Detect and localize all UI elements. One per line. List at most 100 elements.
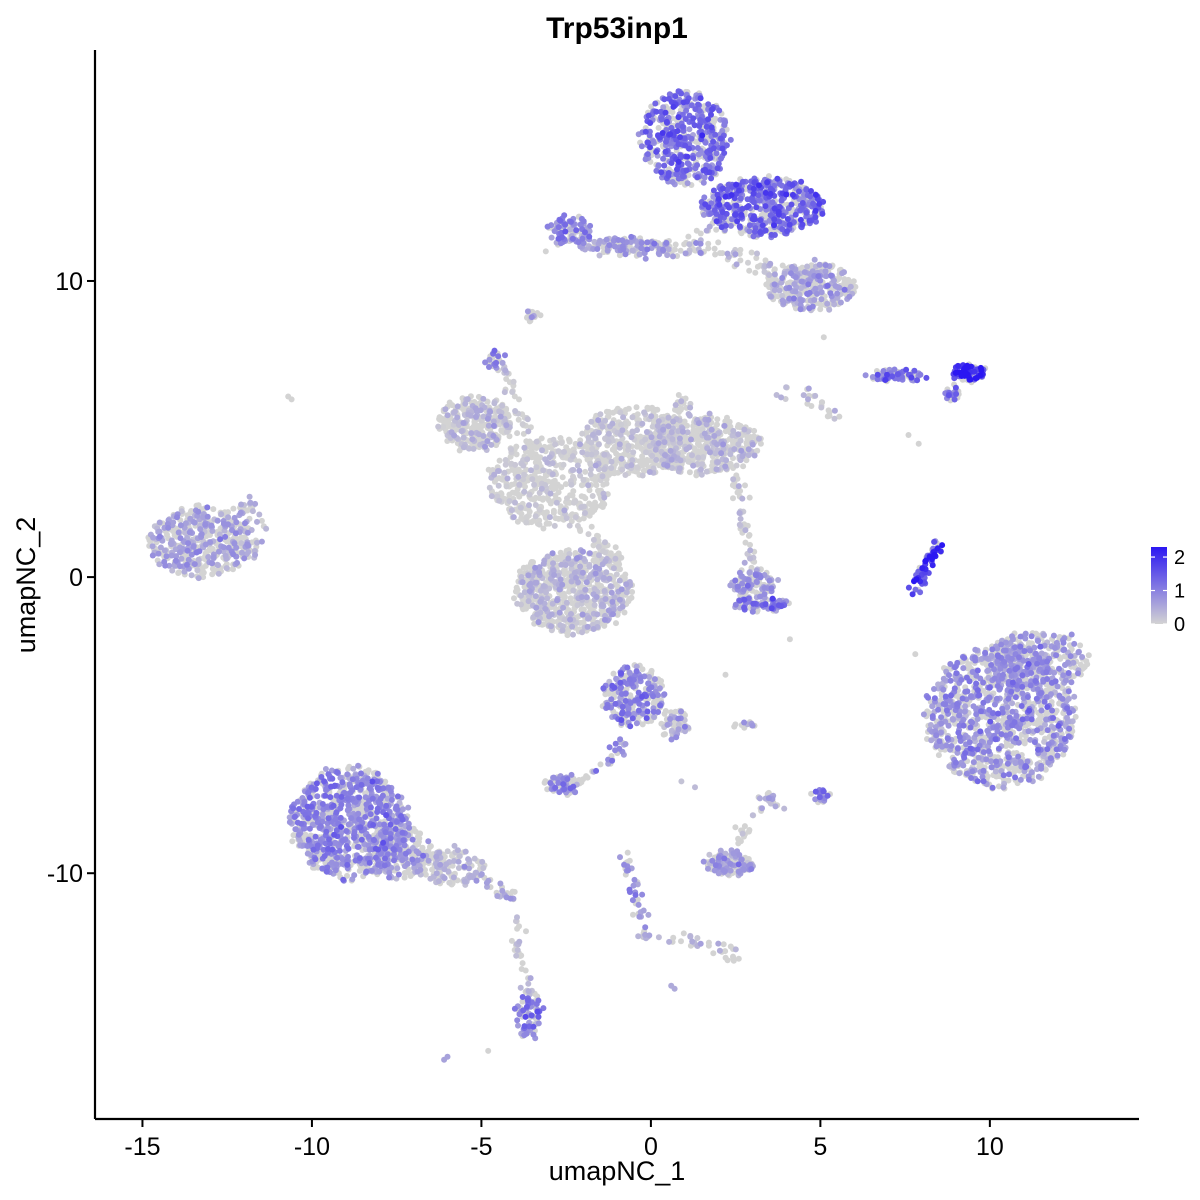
cell-point: [624, 849, 631, 856]
cell-point: [435, 423, 442, 430]
cell-point: [655, 124, 662, 131]
cell-point: [437, 416, 444, 423]
cell-point: [238, 534, 244, 541]
cell-point: [736, 521, 743, 528]
cell-point: [693, 138, 699, 145]
cell-point: [752, 269, 759, 276]
cell-point: [610, 409, 617, 416]
cell-point: [1001, 715, 1008, 722]
cell-point: [527, 443, 534, 450]
cell-point: [519, 960, 526, 967]
cell-point: [577, 472, 584, 479]
cell-point: [574, 522, 581, 529]
cell-point: [587, 460, 594, 467]
cell-point: [427, 852, 434, 859]
cell-point: [685, 233, 692, 240]
cell-point: [705, 939, 712, 946]
cell-point: [569, 453, 576, 460]
cell-point: [648, 667, 655, 674]
cell-point: [558, 440, 565, 446]
cell-point: [508, 937, 515, 944]
cell-point: [746, 267, 753, 274]
cell-point: [544, 520, 551, 527]
cell-point: [164, 531, 170, 538]
cell-point: [557, 435, 564, 441]
cell-point: [520, 462, 527, 469]
cell-point: [710, 950, 717, 957]
cell-point: [693, 227, 700, 234]
cell-point: [677, 247, 684, 254]
cell-point: [564, 570, 571, 577]
cell-point: [540, 525, 547, 532]
cell-point: [520, 606, 527, 613]
cell-point: [625, 442, 632, 449]
cell-point: [561, 448, 567, 455]
cell-point: [535, 453, 541, 460]
cell-point: [676, 409, 682, 415]
cell-point: [589, 493, 596, 499]
cell-point: [538, 435, 545, 442]
cell-point: [735, 441, 742, 448]
cell-point: [552, 515, 559, 522]
cell-point: [641, 467, 648, 474]
cell-point: [747, 434, 754, 440]
cell-point: [563, 515, 570, 522]
cell-point: [747, 541, 753, 548]
cell-point: [635, 420, 641, 427]
cell-point: [611, 470, 618, 477]
cell-point: [601, 622, 608, 629]
cell-point: [629, 414, 636, 421]
cell-point: [703, 468, 710, 475]
cell-point: [515, 416, 522, 423]
cell-point: [502, 461, 509, 468]
cell-point: [648, 103, 655, 110]
cell-point: [572, 498, 579, 505]
cell-point: [603, 480, 610, 487]
cell-point: [595, 441, 602, 448]
cell-point: [511, 467, 518, 474]
cell-point: [678, 938, 684, 945]
cell-point: [414, 834, 421, 840]
cell-point: [480, 865, 487, 871]
cell-point: [502, 457, 509, 463]
cell-point: [550, 509, 557, 516]
cell-point: [569, 492, 576, 499]
cell-point: [563, 454, 570, 461]
cell-point: [660, 731, 667, 738]
cell-point: [915, 440, 922, 447]
cell-point: [782, 396, 789, 402]
cell-point: [630, 911, 636, 918]
cell-point: [730, 955, 737, 962]
cell-point: [529, 476, 536, 483]
cell-point: [580, 476, 587, 483]
cell-point: [746, 494, 753, 501]
cell-point: [629, 589, 636, 595]
cell-point: [630, 449, 637, 456]
cell-point: [356, 867, 363, 874]
cell-point: [729, 438, 736, 445]
cell-point: [567, 595, 574, 602]
cell-point: [587, 471, 594, 478]
cell-point: [302, 831, 309, 838]
cell-point: [523, 466, 530, 473]
cell-point: [532, 502, 539, 508]
cell-point: [705, 245, 712, 252]
cell-point: [761, 268, 768, 275]
cell-point: [735, 422, 742, 428]
cell-point: [541, 779, 548, 786]
cell-point: [617, 409, 624, 416]
cell-point: [740, 463, 747, 470]
cell-point: [818, 404, 825, 411]
cell-point: [818, 399, 825, 406]
cell-point: [696, 442, 703, 449]
cell-point: [720, 941, 727, 948]
cell-point: [745, 532, 752, 539]
cell-point: [618, 554, 625, 561]
cell-point: [713, 226, 720, 233]
cell-point: [506, 433, 513, 440]
cell-point: [544, 786, 551, 793]
cell-point: [661, 710, 668, 717]
cell-point: [745, 259, 751, 266]
cell-point: [591, 602, 598, 608]
cell-point: [735, 955, 742, 962]
